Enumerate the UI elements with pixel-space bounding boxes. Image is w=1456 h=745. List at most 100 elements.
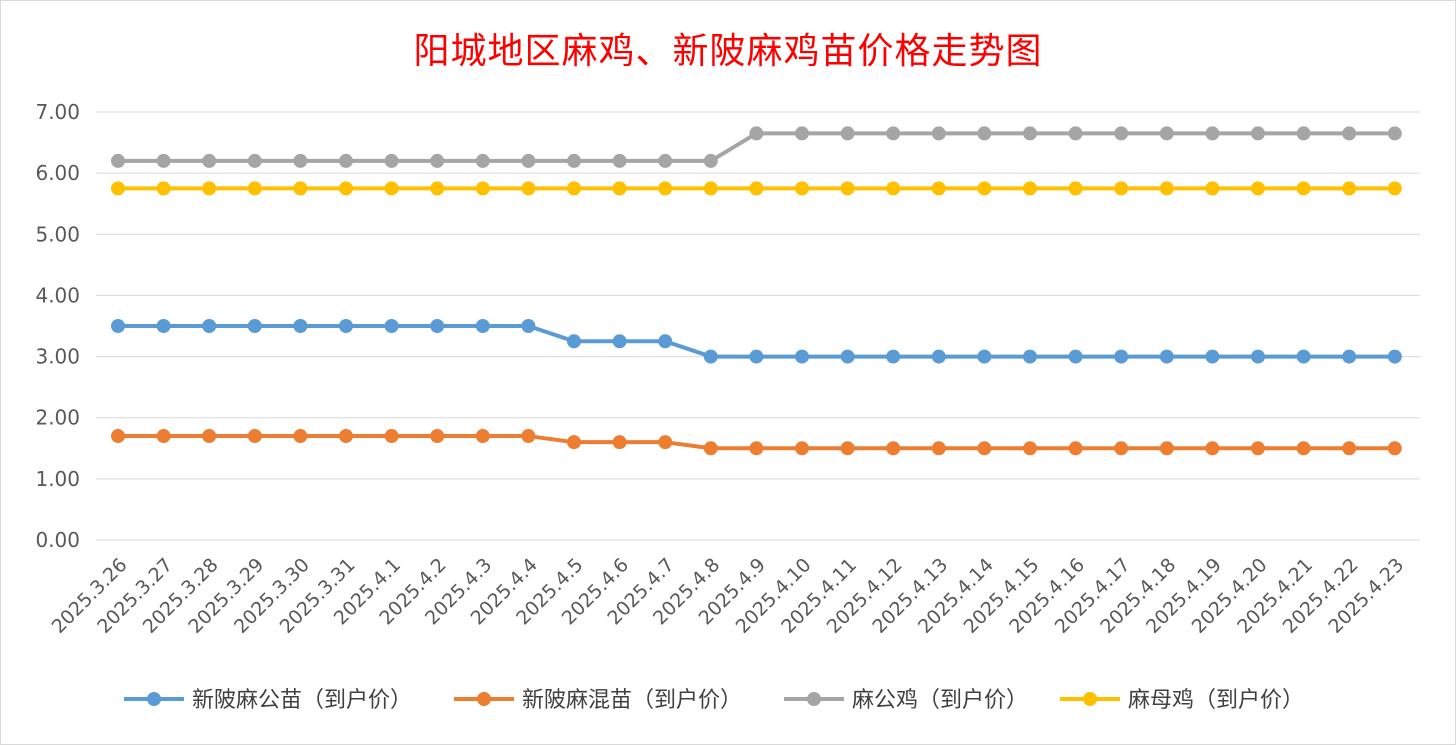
data-point [293,429,308,444]
data-point [384,181,399,196]
data-point [1114,181,1129,196]
series-1 [111,319,1402,364]
data-point [1205,181,1220,196]
data-point [156,153,171,168]
data-point [1251,126,1265,141]
y-tick-label: 6.00 [35,161,80,185]
data-point [202,153,217,168]
data-point [339,181,353,196]
data-point [612,153,627,168]
data-point [339,319,353,333]
data-point [1387,441,1402,456]
y-tick-label: 5.00 [35,222,80,246]
data-point [1205,441,1220,456]
data-point [293,153,308,168]
data-point [430,319,445,333]
legend-item-2: 新陂麻混苗（到户价） [454,688,742,713]
data-point [384,319,399,333]
data-point [475,429,490,444]
data-point [247,319,262,333]
data-point [1068,181,1083,196]
legend-label: 麻母鸡（到户价） [1128,688,1304,713]
data-point [1342,349,1357,364]
data-point [1023,441,1037,456]
data-point [1068,126,1083,141]
series-lines [111,126,1402,456]
y-tick-label: 4.00 [35,283,80,307]
data-point [795,181,809,196]
data-point [886,126,901,141]
data-point [1205,349,1220,364]
legend-marker [807,692,821,706]
data-point [247,181,262,196]
data-point [156,429,171,444]
data-point [156,319,171,333]
data-point [931,126,946,141]
data-point [1114,126,1129,141]
data-point [202,181,217,196]
y-tick-label: 3.00 [35,345,80,369]
data-point [521,429,536,444]
data-point [1159,349,1174,364]
data-point [703,153,718,168]
data-point [1387,349,1402,364]
data-point [247,153,262,168]
data-point [1296,441,1311,456]
data-point [1114,349,1129,364]
y-axis-tick-labels: 0.00 1.00 2.00 3.00 4.00 5.00 6.00 7.00 [35,100,80,552]
data-point [1251,441,1265,456]
data-point [795,441,809,456]
data-point [931,181,946,196]
data-point [567,334,581,349]
chart-title: 阳城地区麻鸡、新陂麻鸡苗价格走势图 [413,31,1043,72]
legend: 新陂麻公苗（到户价） 新陂麻混苗（到户价） 麻公鸡（到户价） 麻母鸡（到户价） [124,688,1304,713]
data-point [111,429,125,444]
data-point [339,153,353,168]
data-point [886,441,901,456]
data-point [475,181,490,196]
data-point [658,181,673,196]
data-point [658,153,673,168]
legend-label: 新陂麻混苗（到户价） [522,688,742,713]
data-point [1068,349,1083,364]
data-point [977,126,992,141]
legend-item-3: 麻公鸡（到户价） [784,688,1028,713]
data-point [521,181,536,196]
series-4 [111,181,1402,196]
data-point [1159,181,1174,196]
data-point [612,181,627,196]
legend-marker [477,692,491,706]
data-point [247,429,262,444]
data-point [749,441,764,456]
legend-item-4: 麻母鸡（到户价） [1060,688,1304,713]
data-point [1251,349,1265,364]
data-point [111,153,125,168]
legend-marker [1083,692,1097,706]
data-point [612,334,627,349]
data-point [1342,181,1357,196]
data-point [430,153,445,168]
data-point [339,429,353,444]
data-point [384,153,399,168]
data-point [475,153,490,168]
data-point [1159,441,1174,456]
data-point [658,435,673,450]
data-point [931,349,946,364]
data-point [293,319,308,333]
data-point [384,429,399,444]
data-point [1251,181,1265,196]
data-point [1342,441,1357,456]
data-point [840,441,855,456]
data-point [111,181,125,196]
data-point [886,181,901,196]
y-tick-label: 2.00 [35,406,80,430]
data-point [703,349,718,364]
data-point [567,435,581,450]
data-point [977,349,992,364]
y-tick-label: 1.00 [35,467,80,491]
data-point [703,181,718,196]
data-point [1068,441,1083,456]
data-point [1023,181,1037,196]
legend-item-1: 新陂麻公苗（到户价） [124,688,412,713]
